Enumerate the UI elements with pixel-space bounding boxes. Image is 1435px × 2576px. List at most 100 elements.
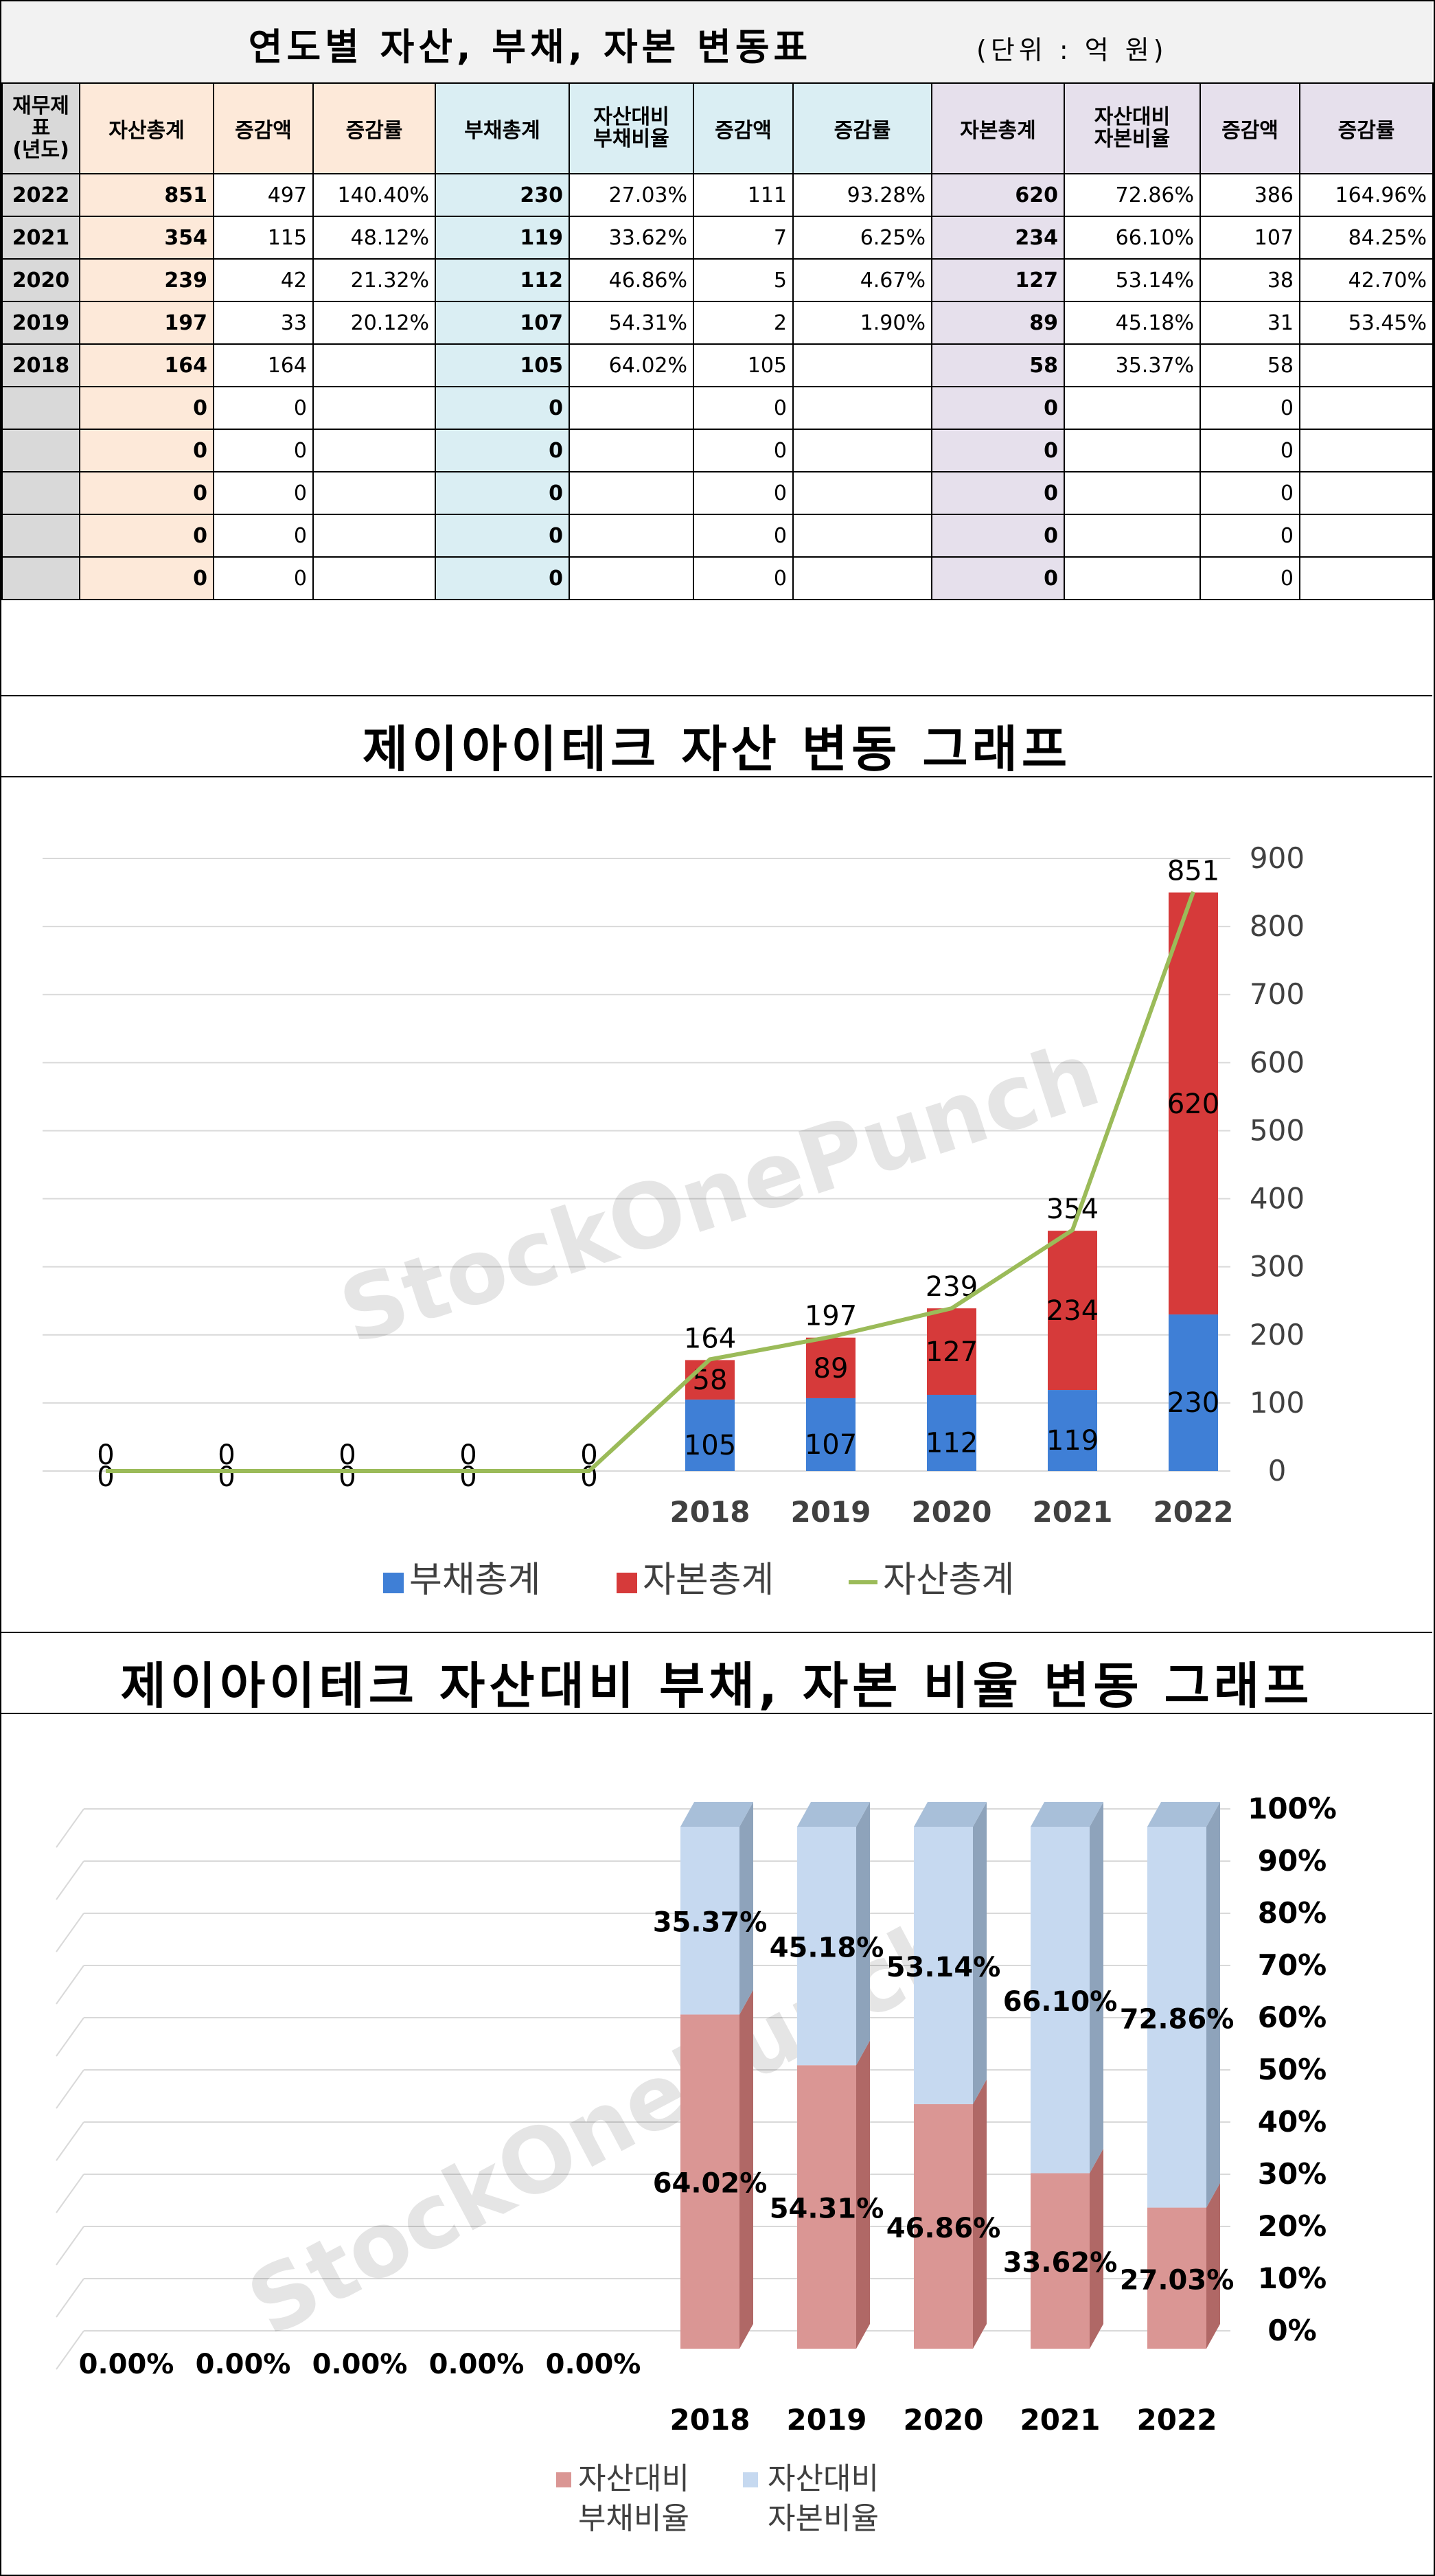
chart2-header: 제이아이테크 자산대비 부채, 자본 비율 변동 그래프 — [1, 1632, 1432, 1715]
data-label-debt: 119 — [1046, 1425, 1099, 1457]
cell-asset-rate — [312, 514, 436, 558]
gridline-side — [56, 2069, 84, 2109]
cell-asset-rate — [312, 429, 436, 472]
cell-asset-change: 0 — [213, 514, 314, 558]
cell-debt-rate — [792, 343, 932, 387]
cell-cap-change: 0 — [1199, 514, 1300, 558]
cell-debt-ratio — [569, 386, 694, 430]
y-tick-label: 0 — [1268, 1454, 1287, 1488]
cell-debt-change: 0 — [693, 386, 794, 430]
bar-capital-ratio-side — [856, 1802, 870, 2066]
cell-cap-ratio: 45.18% — [1064, 301, 1201, 345]
cell-asset-total: 0 — [79, 471, 214, 515]
data-label-debt-ratio: 64.02% — [653, 2168, 768, 2200]
data-label-debt: 112 — [926, 1427, 978, 1459]
x-tick-label: 2018 — [670, 2403, 750, 2437]
data-label-capital-ratio: 45.18% — [770, 1933, 884, 1964]
col-header-cap-total: 자본총계 — [931, 82, 1065, 174]
cell-cap-rate: 84.25% — [1299, 216, 1434, 260]
col-header-asset-change: 증감액 — [213, 82, 314, 174]
y-tick-label: 70% — [1258, 1948, 1327, 1982]
cell-cap-total: 0 — [931, 514, 1065, 558]
bar-debt-ratio — [680, 2014, 739, 2349]
table-body: 2022 851 497 140.40% 230 27.03% 111 93.28% 620 72… — [1, 173, 1434, 600]
cell-debt-total: 0 — [435, 514, 570, 558]
bar-top — [797, 1802, 870, 1827]
data-label-asset: 164 — [684, 1323, 736, 1354]
cell-debt-rate: 93.28% — [792, 173, 932, 217]
cell-debt-rate: 4.67% — [792, 258, 932, 302]
cell-asset-change: 0 — [213, 556, 314, 600]
cell-cap-change: 0 — [1199, 386, 1300, 430]
data-label-debt-ratio: 0.00% — [79, 2349, 174, 2380]
cell-debt-change: 111 — [693, 173, 794, 217]
cell-asset-rate: 140.40% — [312, 173, 436, 217]
cell-cap-rate: 164.96% — [1299, 173, 1434, 217]
cell-cap-change: 0 — [1199, 429, 1300, 472]
cell-debt-ratio: 33.62% — [569, 216, 694, 260]
cell-cap-ratio — [1064, 514, 1201, 558]
cell-debt-change: 2 — [693, 301, 794, 345]
cell-year — [1, 556, 80, 600]
data-label-debt-ratio: 0.00% — [546, 2349, 641, 2380]
cell-cap-rate — [1299, 514, 1434, 558]
y-tick-label: 100% — [1248, 1792, 1337, 1825]
data-label-debt: 230 — [1167, 1387, 1219, 1419]
y-tick-label: 10% — [1258, 2261, 1327, 2295]
bar-debt-ratio-side — [973, 2079, 987, 2349]
cell-debt-change: 0 — [693, 514, 794, 558]
asset-change-chart: 0 100 200 300 400 500 600 700 800 900 StockOnePunc… — [43, 841, 1305, 1601]
y-tick-label: 40% — [1258, 2105, 1327, 2139]
y-tick-label: 300 — [1250, 1250, 1305, 1284]
data-label-debt: 105 — [684, 1430, 736, 1461]
bar-capital — [1048, 1231, 1097, 1391]
cell-asset-total: 0 — [79, 556, 214, 600]
x-tick-label: 2020 — [904, 2403, 984, 2437]
gridline-side — [56, 2330, 84, 2370]
data-label-debt-ratio: 0.00% — [429, 2349, 525, 2380]
table-unit: (단위 : 억 원) — [976, 35, 1168, 65]
cell-debt-total: 112 — [435, 258, 570, 302]
cell-debt-rate: 1.90% — [792, 301, 932, 345]
cell-asset-change: 497 — [213, 173, 314, 217]
legend-label-capital: 자본총계 — [643, 1560, 774, 1601]
cell-cap-change: 38 — [1199, 258, 1300, 302]
data-label-debt-ratio: 46.86% — [886, 2213, 1001, 2244]
cell-asset-rate — [312, 471, 436, 515]
col-header-year: 재무제표 (년도) — [1, 82, 80, 174]
bar-debt-ratio-side — [856, 2040, 870, 2349]
bar-capital-ratio — [914, 1827, 973, 2104]
chart2-title: 제이아이테크 자산대비 부채, 자본 비율 변동 그래프 — [120, 1657, 1313, 1715]
cell-debt-total: 107 — [435, 301, 570, 345]
cell-asset-rate — [312, 556, 436, 600]
cell-debt-rate — [792, 429, 932, 472]
col-header-debt-change: 증감액 — [693, 82, 794, 174]
gridline-side — [56, 1965, 84, 2005]
y-tick-label: 90% — [1258, 1844, 1327, 1878]
data-label-capital: 0 — [97, 1461, 114, 1493]
cell-asset-total: 197 — [79, 301, 214, 345]
cell-asset-total: 239 — [79, 258, 214, 302]
legend-label-debt-ratio: 자산대비 — [578, 2461, 689, 2496]
cell-cap-total: 0 — [931, 429, 1065, 472]
table-row: 2021 354 115 48.12% 119 33.62% 7 6.25% 234 66.10%… — [1, 216, 1434, 260]
y-tick-label: 100 — [1250, 1386, 1305, 1420]
bar-top — [1031, 1802, 1103, 1827]
cell-debt-ratio — [569, 429, 694, 472]
y-tick-label: 500 — [1250, 1113, 1305, 1147]
cell-asset-change: 0 — [213, 429, 314, 472]
cell-cap-change: 107 — [1199, 216, 1300, 260]
y-tick-label: 80% — [1258, 1896, 1327, 1930]
cell-debt-rate: 6.25% — [792, 216, 932, 260]
cell-debt-total: 0 — [435, 471, 570, 515]
y-tick-label: 700 — [1250, 977, 1305, 1011]
cell-cap-rate — [1299, 556, 1434, 600]
cell-cap-total: 0 — [931, 556, 1065, 600]
cell-asset-rate: 21.32% — [312, 258, 436, 302]
bar-debt-ratio-side — [739, 1990, 753, 2349]
gridline-side — [56, 2017, 84, 2057]
y-tick-label: 400 — [1250, 1182, 1305, 1216]
cell-asset-change: 42 — [213, 258, 314, 302]
cell-cap-ratio — [1064, 471, 1201, 515]
bar-debt — [1048, 1390, 1097, 1471]
